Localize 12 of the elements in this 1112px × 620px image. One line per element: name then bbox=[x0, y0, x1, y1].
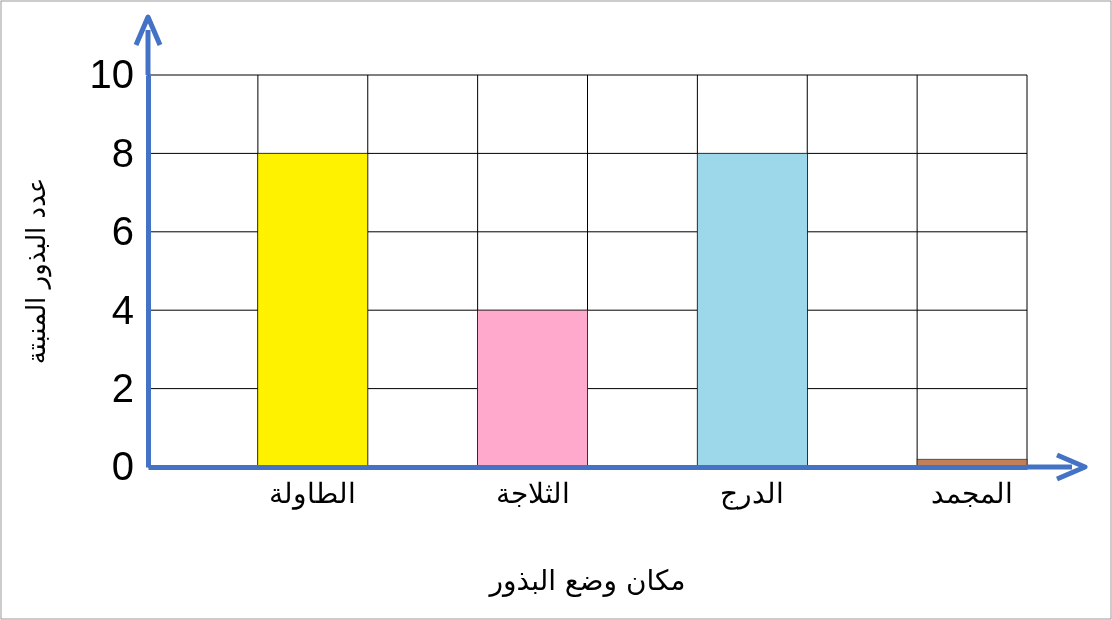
x-tick-label: الثلاجة bbox=[495, 477, 570, 509]
x-tick-label: المجمد bbox=[931, 477, 1014, 509]
y-axis-title: عدد البذور المنبتة bbox=[21, 177, 52, 365]
x-tick-label: الدرج bbox=[720, 477, 785, 510]
y-tick-label: 8 bbox=[111, 130, 134, 175]
y-tick-label: 2 bbox=[111, 365, 134, 410]
y-tick-label: 4 bbox=[111, 287, 134, 332]
x-axis-title: مكان وضع البذور bbox=[487, 564, 686, 597]
y-tick-label: 10 bbox=[89, 52, 134, 97]
y-tick-label: 6 bbox=[111, 209, 134, 254]
x-tick-label: الطاولة bbox=[269, 477, 357, 510]
y-tick-label: 0 bbox=[111, 444, 134, 489]
